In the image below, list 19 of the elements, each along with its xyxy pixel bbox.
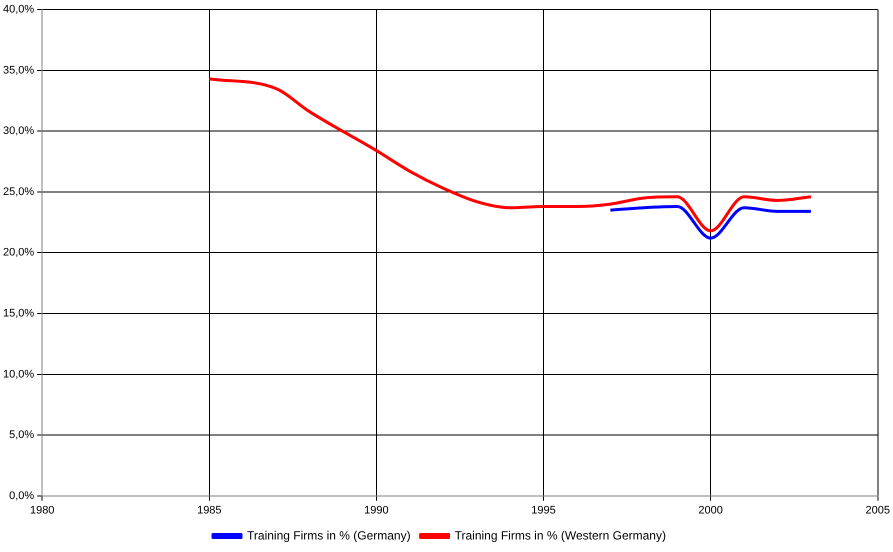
legend-label: Training Firms in % (Germany) (247, 528, 411, 542)
y-tick-label: 40,0% (2, 4, 34, 16)
y-tick-label: 0,0% (9, 490, 34, 502)
line-series (208, 77, 812, 232)
x-tick-label: 1990 (364, 504, 389, 516)
y-tick-label: 10,0% (2, 368, 34, 380)
y-tick-label: 30,0% (2, 125, 34, 138)
legend-label: Training Firms in % (Western Germany) (454, 528, 666, 542)
y-tick-label: 35,0% (2, 64, 34, 76)
line-series (608, 205, 812, 240)
y-tick-label: 5,0% (9, 429, 34, 442)
x-tick-label: 2005 (866, 504, 890, 516)
x-tick-label: 1980 (30, 504, 54, 516)
x-tick-label: 2000 (698, 504, 723, 516)
y-tick-label: 15,0% (2, 308, 34, 320)
x-tick-label: 1995 (531, 504, 556, 516)
y-tick-label: 20,0% (2, 246, 34, 259)
y-tick-label: 25,0% (2, 186, 34, 198)
x-tick-label: 1985 (197, 504, 222, 516)
